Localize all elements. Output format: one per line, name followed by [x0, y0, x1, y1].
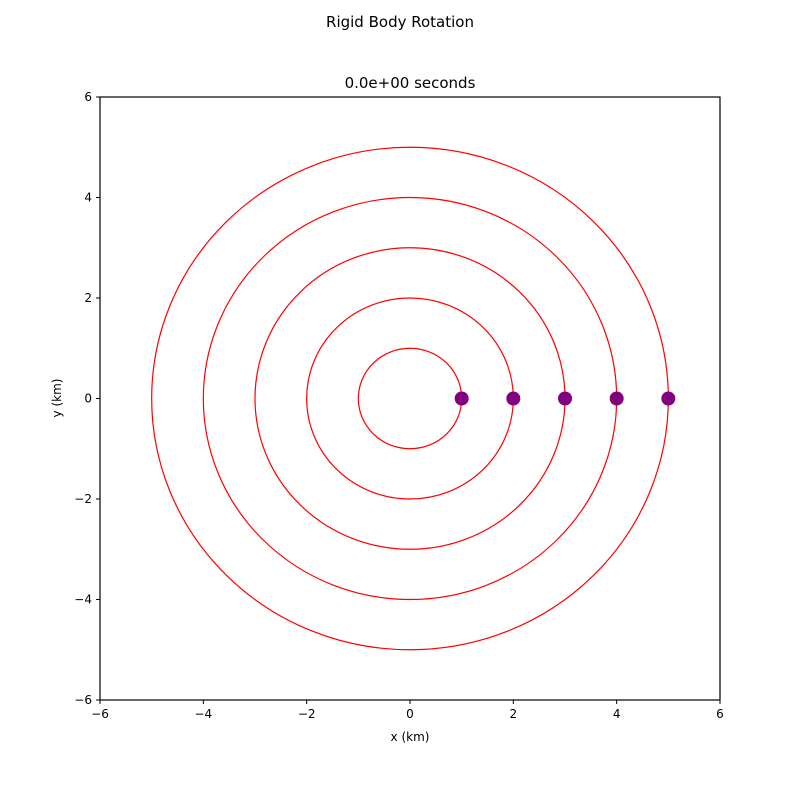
- orbit-circle-4: [202, 196, 618, 601]
- y-tick-label: 0: [84, 392, 92, 406]
- particle-point-2: [506, 391, 521, 406]
- axes-frame: [99, 96, 721, 701]
- y-tick-label: 6: [84, 90, 92, 104]
- x-tick-label: −6: [91, 707, 109, 721]
- y-tick-label: 2: [84, 291, 92, 305]
- orbit-circle-2: [306, 297, 514, 500]
- x-tick-label: 6: [716, 707, 724, 721]
- orbit-circle-1: [357, 347, 463, 450]
- chart-title: 0.0e+00 seconds: [345, 74, 476, 92]
- x-axis-label: x (km): [391, 730, 430, 744]
- x-tick-label: 0: [406, 707, 414, 721]
- y-tick-label: −4: [74, 593, 92, 607]
- y-axis-ticks: −6 −4 −2 0 2 4 6: [74, 90, 100, 707]
- x-tick-label: −4: [194, 707, 212, 721]
- particle-point-3: [558, 391, 572, 406]
- plot-area: [151, 146, 676, 651]
- x-tick-label: 2: [510, 707, 518, 721]
- y-tick-label: 4: [84, 191, 92, 205]
- y-tick-label: −2: [74, 492, 92, 506]
- y-tick-label: −6: [74, 693, 92, 707]
- x-tick-label: 4: [613, 707, 621, 721]
- orbit-circles: [151, 146, 669, 651]
- orbit-circle-5: [151, 146, 669, 651]
- particle-point-1: [454, 391, 469, 406]
- y-axis-label: y (km): [50, 379, 64, 418]
- particle-points: [454, 391, 676, 406]
- x-tick-label: −2: [298, 707, 316, 721]
- x-axis-ticks: −6 −4 −2 0 2 4 6: [91, 700, 724, 721]
- chart-suptitle: Rigid Body Rotation: [326, 13, 474, 31]
- particle-point-4: [609, 391, 624, 406]
- particle-point-5: [661, 391, 676, 406]
